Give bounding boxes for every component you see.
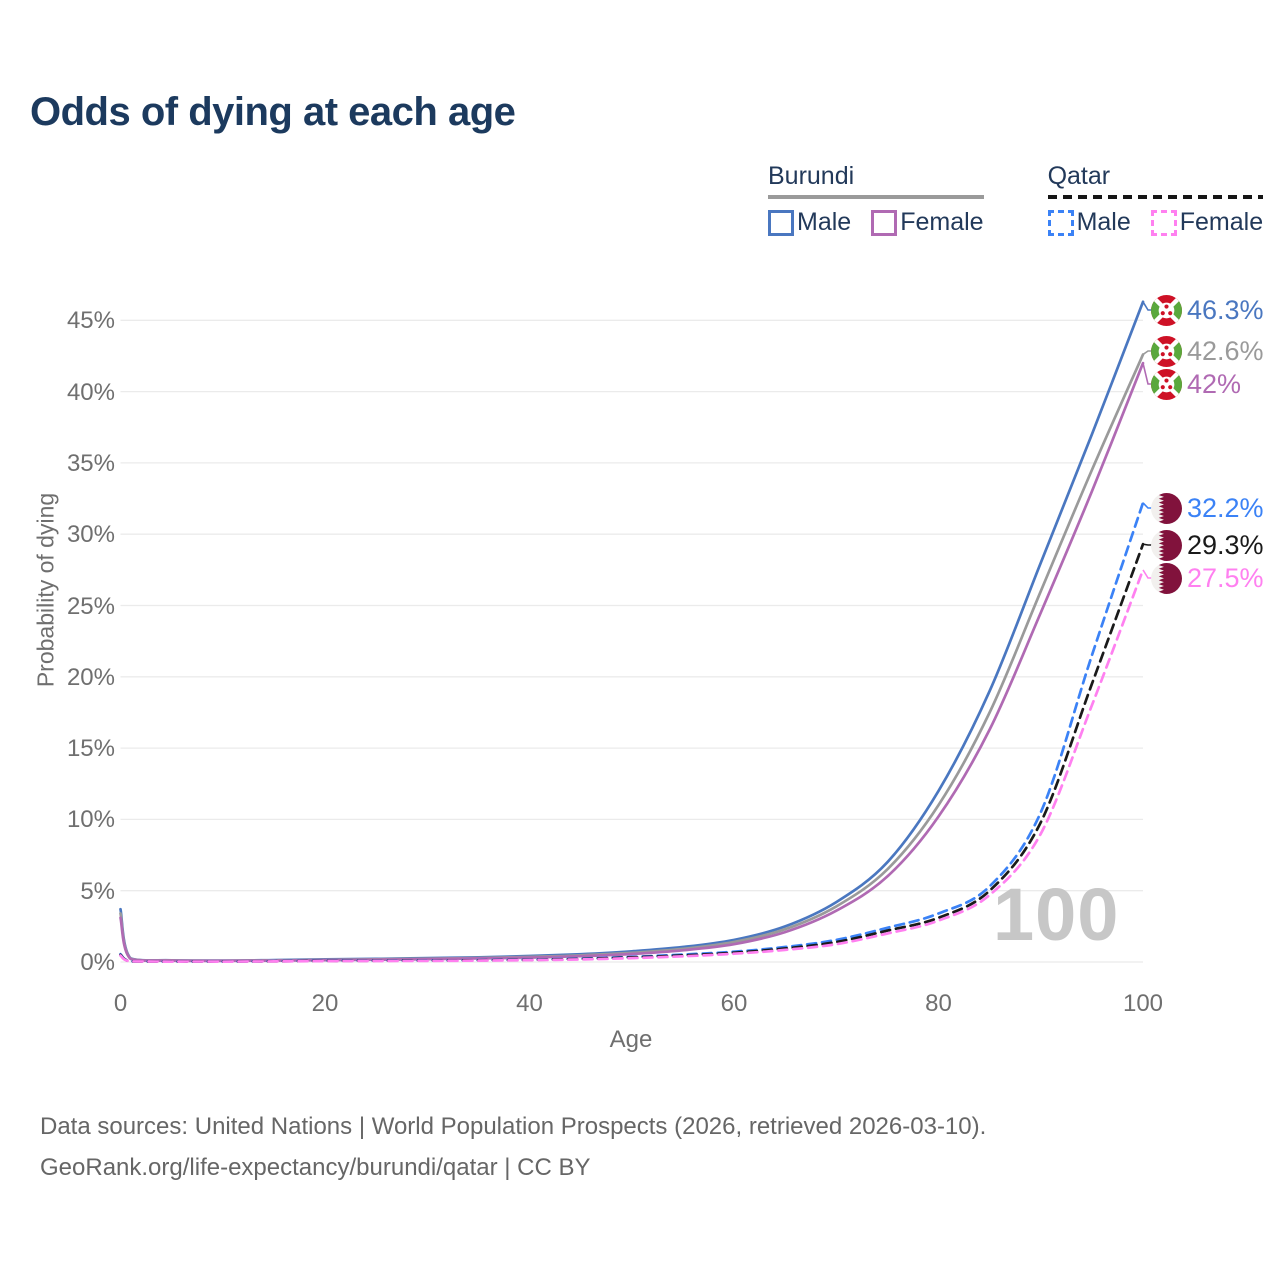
y-tick-label: 45% — [66, 307, 115, 335]
x-tick-label: 0 — [113, 990, 128, 1017]
legend: Burundi Male Female Qatar Male Female — [768, 162, 1264, 237]
label-connector — [1142, 543, 1152, 546]
end-label-row-burundi-both: 42.6% — [1151, 335, 1264, 367]
burundi-flag-icon — [1151, 368, 1182, 400]
qatar-dashed-line-sample — [1047, 195, 1264, 199]
end-value-label: 42% — [1187, 368, 1242, 399]
qatar-flag-icon — [1151, 562, 1182, 594]
label-connector — [1142, 350, 1152, 356]
legend-label-qatar-female: Female — [1179, 208, 1264, 236]
end-label-row-burundi-male: 46.3% — [1151, 294, 1264, 326]
x-tick-label: 80 — [925, 990, 952, 1017]
series-line-qatar-female[interactable] — [119, 568, 1145, 964]
label-connector — [1142, 362, 1152, 385]
footer: Data sources: United Nations | World Pop… — [40, 1106, 986, 1188]
footer-url: GeoRank.org/life-expectancy/burundi/qata… — [40, 1154, 591, 1181]
burundi-solid-line-sample — [768, 195, 984, 199]
series-line-burundi-female[interactable] — [119, 361, 1145, 963]
end-value-label: 42.6% — [1187, 335, 1264, 366]
x-tick-label: 40 — [516, 990, 543, 1017]
label-connector — [1142, 569, 1152, 579]
y-tick-label: 35% — [66, 449, 115, 477]
end-label-row-qatar-both: 29.3% — [1151, 529, 1264, 561]
x-axis-title: Age — [609, 1026, 653, 1053]
legend-item-burundi-male[interactable]: Male — [768, 208, 851, 237]
burundi-female-swatch-icon — [871, 209, 898, 236]
y-tick-label: 0% — [80, 949, 115, 976]
end-label-row-qatar-female: 27.5% — [1151, 562, 1264, 594]
legend-label-qatar-male: Male — [1076, 208, 1131, 236]
burundi-male-swatch-icon — [768, 209, 794, 236]
legend-country-burundi[interactable]: Burundi — [768, 162, 855, 190]
legend-item-qatar-male[interactable]: Male — [1047, 208, 1131, 237]
qatar-male-swatch-icon — [1047, 209, 1074, 236]
legend-country-qatar[interactable]: Qatar — [1047, 162, 1111, 190]
page-title: Odds of dying at each age — [30, 90, 516, 134]
footer-datasource: Data sources: United Nations | World Pop… — [40, 1113, 987, 1140]
y-tick-label: 40% — [66, 378, 115, 406]
label-connector — [1142, 301, 1152, 311]
y-tick-label: 20% — [66, 663, 115, 691]
series-line-qatar-both-sexes[interactable] — [119, 542, 1145, 963]
qatar-flag-icon — [1151, 529, 1182, 561]
end-label-row-burundi-female: 42% — [1151, 368, 1241, 400]
end-value-label: 46.3% — [1187, 294, 1264, 325]
age-watermark: 100 — [993, 873, 1120, 956]
end-value-label: 29.3% — [1187, 529, 1264, 560]
y-tick-label: 25% — [66, 592, 115, 620]
y-tick-label: 30% — [66, 521, 115, 549]
end-value-label: 32.2% — [1187, 492, 1264, 523]
legend-item-burundi-female[interactable]: Female — [871, 208, 984, 237]
legend-item-qatar-female[interactable]: Female — [1150, 208, 1264, 237]
legend-label-burundi-male: Male — [797, 208, 852, 236]
burundi-flag-icon — [1151, 294, 1182, 326]
series-line-burundi-male[interactable] — [119, 300, 1145, 962]
burundi-flag-icon — [1151, 335, 1182, 367]
y-tick-label: 15% — [66, 735, 115, 763]
legend-group-burundi: Burundi Male Female — [768, 162, 984, 237]
y-tick-label: 5% — [80, 877, 115, 905]
series-line-burundi-both-sexes[interactable] — [119, 353, 1145, 963]
legend-group-qatar: Qatar Male Female — [1047, 162, 1264, 237]
end-label-row-qatar-male: 32.2% — [1151, 492, 1264, 524]
qatar-female-swatch-icon — [1150, 209, 1177, 236]
x-tick-label: 20 — [311, 990, 339, 1017]
x-tick-label: 100 — [1122, 990, 1164, 1017]
qatar-flag-icon — [1151, 492, 1182, 524]
label-connector — [1142, 502, 1152, 509]
legend-label-burundi-female: Female — [900, 208, 984, 236]
y-tick-label: 10% — [66, 806, 115, 834]
end-value-label: 27.5% — [1187, 562, 1264, 593]
x-tick-label: 60 — [720, 990, 748, 1017]
